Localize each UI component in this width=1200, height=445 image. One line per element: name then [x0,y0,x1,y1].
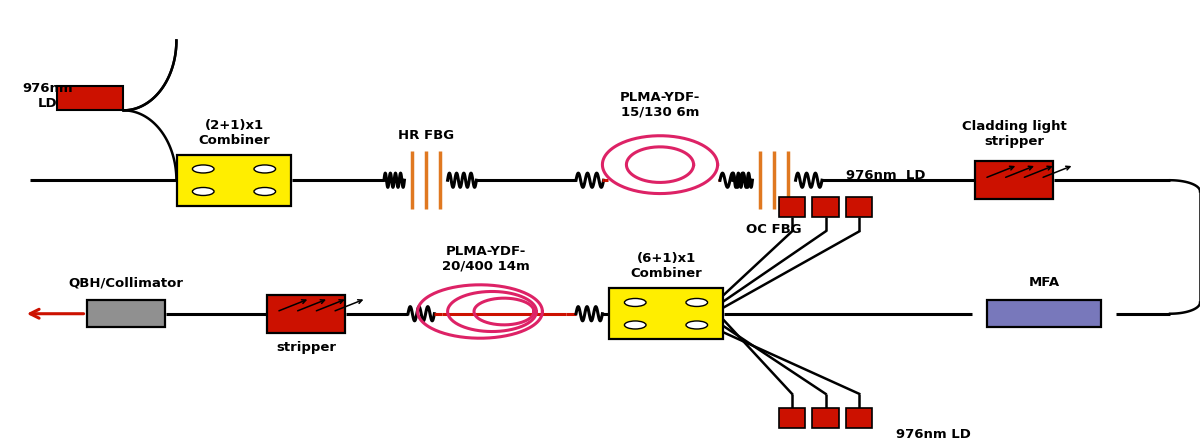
Bar [974,162,1054,199]
Circle shape [686,321,708,329]
Circle shape [686,299,708,307]
Bar [986,300,1102,327]
Circle shape [624,299,646,307]
Bar [610,288,724,339]
Circle shape [254,187,276,195]
Text: HR FBG: HR FBG [398,129,454,142]
Bar [846,197,872,217]
Circle shape [192,187,214,195]
Text: 976nm  LD: 976nm LD [846,170,925,182]
Text: (2+1)x1
Combiner: (2+1)x1 Combiner [198,119,270,147]
Text: PLMA-YDF-
15/130 6m: PLMA-YDF- 15/130 6m [620,91,700,119]
Text: 976nm
LD: 976nm LD [23,82,73,109]
Bar [812,197,839,217]
Text: PLMA-YDF-
20/400 14m: PLMA-YDF- 20/400 14m [442,245,530,273]
Text: QBH/Collimator: QBH/Collimator [68,277,184,290]
Text: 976nm LD: 976nm LD [896,428,971,441]
Bar [846,409,872,428]
Bar [58,85,124,110]
Bar [812,409,839,428]
Circle shape [624,321,646,329]
Text: OC FBG: OC FBG [746,222,802,235]
Bar [178,155,292,206]
Text: MFA: MFA [1028,276,1060,289]
Text: (6+1)x1
Combiner: (6+1)x1 Combiner [630,252,702,280]
Bar [779,409,805,428]
Bar [779,197,805,217]
Text: Cladding light
stripper: Cladding light stripper [961,120,1067,148]
Circle shape [254,165,276,173]
Circle shape [192,165,214,173]
Bar [266,295,346,333]
Text: stripper: stripper [276,341,336,354]
Bar [88,300,166,327]
